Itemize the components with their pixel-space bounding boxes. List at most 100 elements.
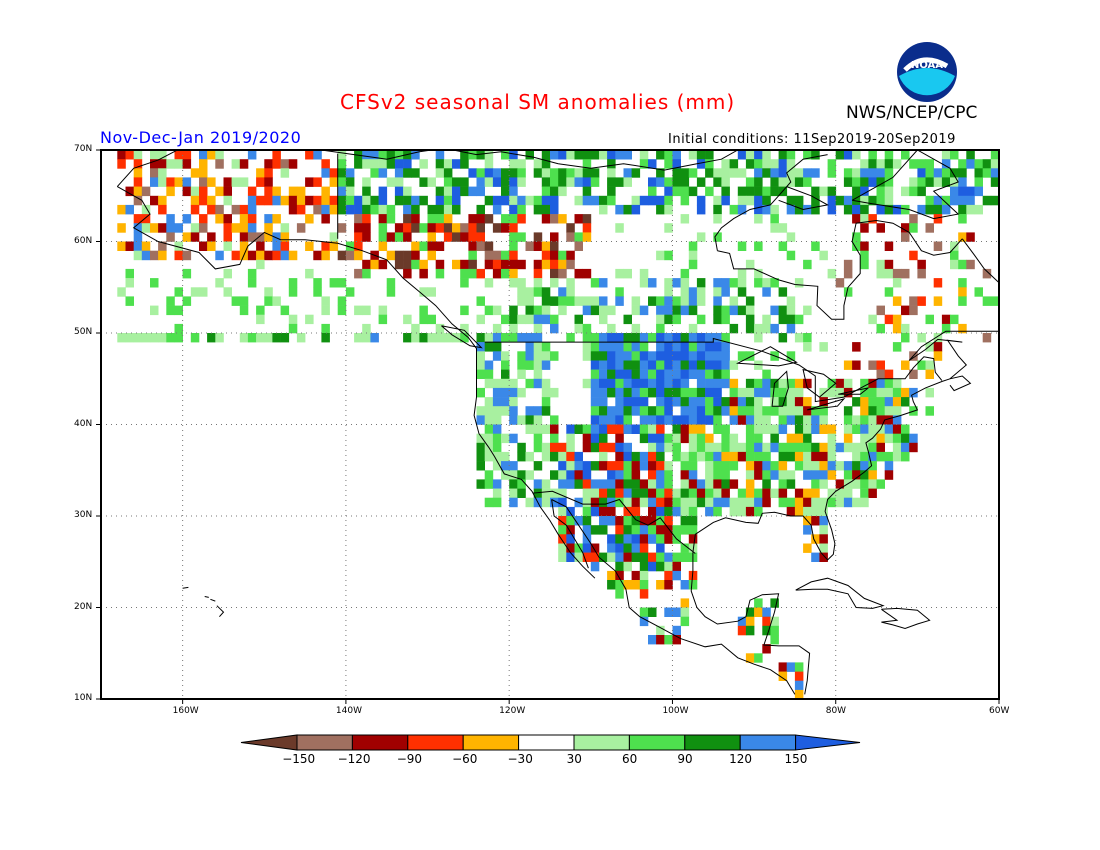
anomaly-cell (664, 525, 673, 535)
anomaly-cell (321, 333, 330, 343)
anomaly-cell (721, 342, 730, 352)
anomaly-cell (786, 387, 796, 398)
anomaly-cell (794, 689, 804, 699)
anomaly-cell (525, 351, 534, 361)
great-lake (771, 370, 789, 407)
anomaly-cell (909, 387, 918, 398)
anomaly-cell (721, 424, 730, 434)
anomaly-cell (672, 442, 681, 453)
anomaly-cell (517, 470, 526, 480)
anomaly-cell (599, 397, 608, 407)
anomaly-cell (868, 406, 877, 416)
anomaly-cell (247, 268, 257, 279)
anomaly-cell (721, 177, 730, 187)
anomaly-cell (909, 296, 918, 306)
anomaly-cell (901, 397, 910, 407)
anomaly-cell (484, 415, 494, 425)
anomaly-cell (819, 342, 828, 352)
anomaly-cell (925, 360, 934, 370)
anomaly-cell (566, 506, 575, 517)
anomaly-cell (835, 378, 845, 389)
anomaly-cell (745, 506, 755, 517)
anomaly-cell (501, 461, 510, 471)
anomaly-cell (166, 305, 175, 316)
anomaly-cell (639, 342, 649, 352)
anomaly-cell (582, 470, 592, 480)
anomaly-cell (688, 570, 698, 581)
anomaly-cell (648, 433, 657, 444)
anomaly-cell (664, 506, 673, 517)
anomaly-cell (688, 351, 698, 361)
anomaly-cell (884, 369, 894, 379)
anomaly-cell (509, 150, 518, 160)
anomaly-cell (737, 442, 747, 453)
period-label: Nov-Dec-Jan 2019/2020 (100, 128, 302, 147)
anomaly-cell (664, 406, 673, 416)
anomaly-cell (182, 232, 192, 242)
anomaly-cell (599, 195, 608, 206)
anomaly-cell (509, 159, 518, 169)
anomaly-cell (909, 186, 918, 197)
anomaly-cell (541, 479, 551, 489)
anomaly-cell (378, 195, 388, 206)
anomaly-cell (672, 351, 681, 361)
anomaly-cell (264, 186, 273, 197)
anomaly-cell (590, 168, 600, 178)
anomaly-cell (729, 323, 739, 334)
anomaly-cell (762, 159, 771, 169)
anomaly-cell (680, 543, 690, 553)
anomaly-cell (892, 296, 902, 306)
anomaly-cell (762, 278, 771, 288)
anomaly-cell (599, 333, 608, 343)
anomaly-cell (403, 168, 412, 178)
anomaly-cell (762, 195, 771, 206)
anomaly-cell (762, 378, 771, 389)
anomaly-cell (566, 232, 575, 242)
anomaly-cell (909, 223, 918, 233)
anomaly-cell (648, 479, 657, 489)
anomaly-cell (509, 278, 518, 288)
anomaly-cell (288, 159, 298, 169)
anomaly-cell (517, 168, 526, 178)
anomaly-cell (541, 159, 551, 169)
anomaly-cell (362, 186, 371, 197)
anomaly-cell (607, 506, 616, 517)
anomaly-cell (158, 177, 167, 187)
anomaly-cell (721, 159, 730, 169)
anomaly-cell (664, 305, 673, 316)
anomaly-cell (803, 442, 812, 453)
anomaly-cell (884, 186, 894, 197)
anomaly-cell (974, 159, 983, 169)
anomaly-cell (125, 241, 134, 251)
anomaly-cell (631, 323, 641, 334)
anomaly-cell (362, 232, 371, 242)
anomaly-cell (517, 159, 526, 169)
anomaly-cell (868, 424, 877, 434)
anomaly-cell (247, 333, 257, 343)
anomaly-cell (141, 223, 151, 233)
anomaly-cell (607, 470, 616, 480)
anomaly-cell (745, 387, 755, 398)
anomaly-cell (174, 305, 183, 316)
anomaly-cell (696, 195, 706, 206)
anomaly-cell (778, 442, 788, 453)
anomaly-cell (288, 195, 298, 206)
anomaly-cell (607, 442, 616, 453)
anomaly-cell (876, 451, 885, 462)
anomaly-cell (958, 278, 967, 288)
anomaly-cell (901, 451, 910, 462)
anomaly-cell (247, 223, 257, 233)
anomaly-cell (411, 214, 420, 224)
anomaly-cell (574, 424, 583, 434)
anomaly-cell (607, 369, 616, 379)
anomaly-cell (476, 204, 485, 215)
anomaly-cell (239, 223, 249, 233)
anomaly-cell (599, 378, 608, 389)
anomaly-cell (550, 259, 559, 270)
anomaly-cell (958, 159, 967, 169)
anomaly-cell (794, 442, 804, 453)
anomaly-cell (860, 241, 869, 251)
anomaly-cell (664, 534, 673, 544)
anomaly-cell (843, 287, 853, 297)
anomaly-cell (639, 406, 649, 416)
